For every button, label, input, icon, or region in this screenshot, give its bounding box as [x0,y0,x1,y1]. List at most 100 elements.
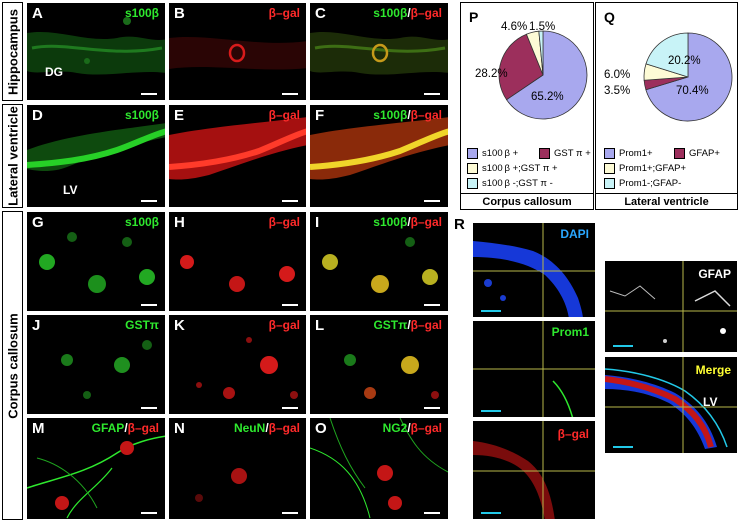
panel-letter: D [32,107,43,124]
stain-prom1: Prom1 [551,325,589,339]
stain-dapi: DAPI [560,227,589,241]
panel-m: M GFAP/β–gal [26,417,166,520]
scale-bar [613,345,633,347]
pie-slice-prom1- [645,32,733,122]
stain-merge: Merge [695,363,731,377]
scale-bar [141,93,157,95]
panel-title: β–gal [269,6,300,20]
panel-title: s100β [125,6,159,20]
stain-green: GSTπ [125,318,159,332]
stain-red: β–gal [410,318,442,332]
panel-k-image [196,337,298,399]
pie-label: 28.2% [475,68,508,80]
legend-swatch [604,163,615,174]
stain-green: NeuN [233,421,266,435]
panel-title: s100β [125,215,159,229]
legend-text: s100 β + [482,148,519,160]
region-text-hippocampus: Hippocampus [5,8,20,95]
legend-swatch [604,178,615,189]
panel-a: A s100β DG [26,2,166,101]
panel-title: s100β/β–gal [373,6,442,20]
panel-h: H β–gal [168,211,307,312]
panel-letter: I [315,214,320,231]
scale-bar [282,407,298,409]
scale-bar [481,310,501,312]
panel-f: F s100β/β–gal [309,104,449,208]
legend-item: s100 β + [467,148,518,159]
bgal-image [473,421,595,519]
stain-separator: / [407,215,411,229]
pie-slice-s100-gst- [538,30,544,76]
chart-footer: Corpus callosum [461,193,593,210]
pie-label: 1.5% [529,21,556,33]
stain-green: NG2 [382,421,408,435]
panel-h-image [180,255,295,292]
panel-letter: J [32,317,41,334]
scale-bar [282,200,298,202]
panel-letter: O [315,420,327,437]
pie-label: 20.2% [668,55,701,67]
panel-letter: L [315,317,325,334]
panel-k: K β–gal [168,314,307,415]
stain-red: β–gal [410,215,442,229]
chart-footer: Lateral ventricle [596,193,737,210]
pie-label: 3.5% [604,85,631,97]
panel-title: GSTπ [125,318,159,332]
panel-l-image [344,354,439,399]
stain-green: s100β [373,108,408,122]
legend-item: Prom1+ [604,148,653,159]
lv-label: LV [703,395,718,409]
pie-slice-s100- [506,30,588,120]
stain-green: s100β [373,215,408,229]
region-text-lateral-ventricle: Lateral ventricle [5,106,20,206]
legend-item: s100 β +;GST π + [467,163,558,174]
panel-letter: A [32,5,43,22]
pie-label: 70.4% [676,85,709,97]
panel-b: B β–gal [168,2,307,101]
panel-letter: C [315,5,326,22]
chart-letter: P [469,9,479,25]
region-label-corpus-callosum: Corpus callosum [2,211,23,520]
panel-title: β–gal [269,318,300,332]
pie-q [643,32,733,122]
legend-item: GFAP+ [674,148,720,159]
scale-bar [424,93,440,95]
pie-label: 6.0% [604,69,631,81]
scale-bar [141,407,157,409]
stain-red: β–gal [410,108,442,122]
panel-letter: B [174,5,185,22]
panel-c-image [310,32,448,75]
scale-bar [424,200,440,202]
panel-letter: H [174,214,185,231]
dg-label: DG [45,65,63,79]
panel-title: GSTπ/β–gal [373,318,442,332]
stain-red: β–gal [268,6,300,20]
region-text-corpus-callosum: Corpus callosum [5,312,20,419]
panel-letter: G [32,214,44,231]
legend-text: GFAP+ [689,148,720,160]
panel-g: G s100β [26,211,166,312]
legend-item: GST π + [539,148,591,159]
dapi-image [473,223,595,317]
panel-j: J GSTπ [26,314,166,415]
scale-bar [282,304,298,306]
chart-p: P 4.6% 1.5% 28.2% 65.2% s100 β + GST π +… [460,2,594,210]
panel-letter: E [174,107,185,124]
panel-title: s100β [125,108,159,122]
stain-green: s100β [373,6,408,20]
panel-b-image [169,36,306,70]
panel-d: D s100β LV [26,104,166,208]
panel-c: C s100β/β–gal [309,2,449,101]
region-label-lateral-ventricle: Lateral ventricle [2,104,23,208]
panel-letter: M [32,420,45,437]
scale-bar [424,407,440,409]
legend-text: Prom1-;GFAP- [619,178,682,190]
scale-bar [613,446,633,448]
legend-item: s100 β -;GST π - [467,178,553,189]
chart-q: Q 20.2% 6.0% 3.5% 70.4% Prom1+ GFAP+ Pro… [595,2,738,210]
stain-red: β–gal [410,6,442,20]
chart-letter: Q [604,9,615,25]
legend-text: Prom1+;GFAP+ [619,163,687,175]
panel-i-image [322,237,438,293]
panel-r-letter: R [454,216,465,233]
